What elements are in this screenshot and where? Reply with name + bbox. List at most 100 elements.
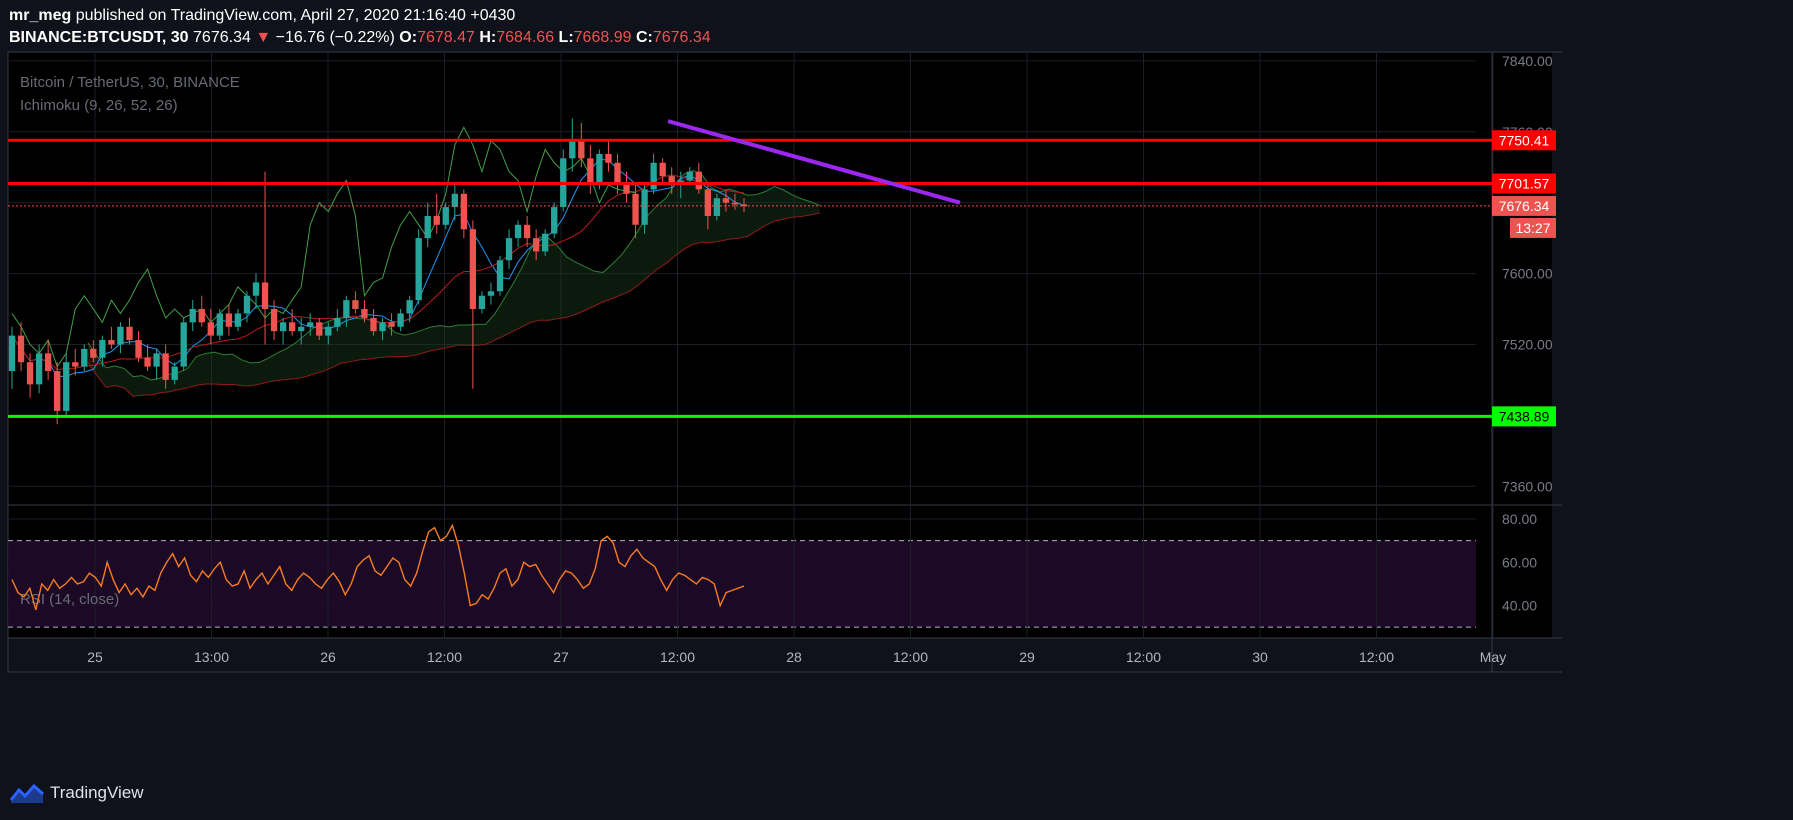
countdown-label: 13:27	[1515, 220, 1550, 236]
publish-text: published on TradingView.com, April 27, …	[75, 7, 516, 24]
candle-body	[81, 348, 88, 367]
candle-body	[722, 198, 730, 203]
ichimoku-title: Ichimoku (9, 26, 52, 26)	[20, 97, 178, 114]
low-value: 7668.99	[573, 29, 632, 46]
high-value: 7684.66	[496, 29, 555, 46]
rsi-tick-label: 40.00	[1502, 598, 1537, 614]
candle-body	[334, 317, 341, 327]
candle-body	[731, 202, 739, 205]
candle-body	[686, 171, 693, 181]
rsi-tick-label: 60.00	[1502, 554, 1537, 570]
candle-body	[90, 348, 97, 358]
rsi-title: RSI (14, close)	[20, 591, 119, 608]
time-tick-label: 12:00	[893, 649, 928, 665]
candle-body	[605, 153, 612, 163]
candle-body	[99, 340, 106, 358]
candle-body	[505, 238, 513, 261]
time-tick-label: 25	[87, 649, 103, 665]
candle-body	[478, 295, 486, 310]
candle-body	[44, 353, 52, 372]
candle-body	[659, 162, 666, 177]
time-tick-label: 12:00	[1126, 649, 1161, 665]
candle-body	[234, 313, 242, 327]
candle-body	[442, 207, 449, 225]
trendline	[667, 119, 961, 205]
candle-body	[288, 322, 296, 332]
candle-body	[578, 140, 585, 159]
candle-body	[460, 193, 468, 230]
candle-body	[153, 353, 160, 367]
candle-body	[225, 313, 233, 327]
candle-body	[162, 353, 169, 380]
level-price-label: 7750.41	[1499, 132, 1550, 148]
chart-background	[8, 52, 1552, 638]
candle-body	[198, 309, 205, 323]
candle-body	[117, 326, 124, 345]
candle-body	[8, 335, 16, 372]
candle-body	[135, 340, 142, 358]
candle-body	[72, 362, 79, 367]
candle-body	[451, 193, 458, 208]
candle-body	[469, 229, 477, 310]
ichimoku-span-b	[87, 212, 821, 397]
candle-body	[397, 313, 404, 327]
brand-name: TradingView	[50, 783, 144, 802]
rsi-tick-label: 80.00	[1502, 511, 1537, 527]
candle-body	[325, 326, 332, 336]
ichimoku-tenkan	[11, 158, 745, 377]
candle-body	[370, 317, 377, 332]
candle-body	[343, 300, 350, 318]
candle-body	[632, 193, 639, 225]
candle-body	[614, 162, 621, 185]
candle-body	[695, 171, 702, 190]
level-price-label-bg	[1492, 406, 1556, 427]
footer-brand: TradingView	[10, 782, 144, 804]
time-tick-label: 30	[1252, 649, 1268, 665]
open-label: O:	[399, 29, 418, 46]
candle-body	[713, 198, 721, 216]
candle-body	[207, 322, 214, 336]
candle-body	[532, 238, 540, 252]
chart-title: Bitcoin / TetherUS, 30, BINANCE	[20, 74, 240, 91]
author-name[interactable]: mr_meg	[9, 7, 72, 24]
candle-body	[668, 176, 675, 185]
candle-body	[298, 326, 305, 332]
candle-body	[243, 295, 251, 314]
candle-body	[406, 300, 413, 314]
time-tick-label: 27	[553, 649, 569, 665]
candle-body	[171, 366, 178, 380]
candle-body	[551, 207, 558, 234]
time-tick-label: 12:00	[1359, 649, 1394, 665]
candle-body	[740, 204, 748, 207]
publish-info: mr_meg published on TradingView.com, Apr…	[9, 7, 515, 25]
last-price-label: 7676.34	[1499, 198, 1550, 214]
candle-body	[270, 309, 278, 332]
rsi-line	[11, 523, 745, 611]
candle-body	[623, 184, 630, 194]
candle-body	[261, 282, 269, 310]
price-tick-label: 7360.00	[1502, 478, 1553, 494]
time-tick-label: 29	[1019, 649, 1035, 665]
candle-body	[496, 260, 504, 292]
time-tick-label: 28	[786, 649, 802, 665]
candle-body	[144, 357, 151, 367]
ohlc-legend: BINANCE:BTCUSDT, 30 7676.34 ▼ −16.76 (−0…	[9, 29, 711, 47]
close-value: 7676.34	[652, 29, 711, 46]
candle-body	[514, 224, 522, 239]
candle-body	[189, 309, 196, 323]
candle-body	[424, 215, 431, 239]
level-price-label: 7438.89	[1499, 408, 1550, 424]
level-price-label-bg	[1492, 173, 1556, 194]
time-tick-label: 13:00	[194, 649, 229, 665]
rsi-band-fill	[8, 540, 1476, 628]
candle-body	[523, 224, 531, 239]
candle-body	[17, 335, 25, 363]
open-value: 7678.47	[417, 29, 475, 46]
candle-body	[216, 313, 224, 336]
price-tick-label: 7600.00	[1502, 266, 1553, 282]
time-tick-label: 26	[320, 649, 336, 665]
candle-body	[108, 340, 115, 345]
countdown-label-bg	[1510, 217, 1556, 238]
high-label: H:	[479, 29, 497, 46]
